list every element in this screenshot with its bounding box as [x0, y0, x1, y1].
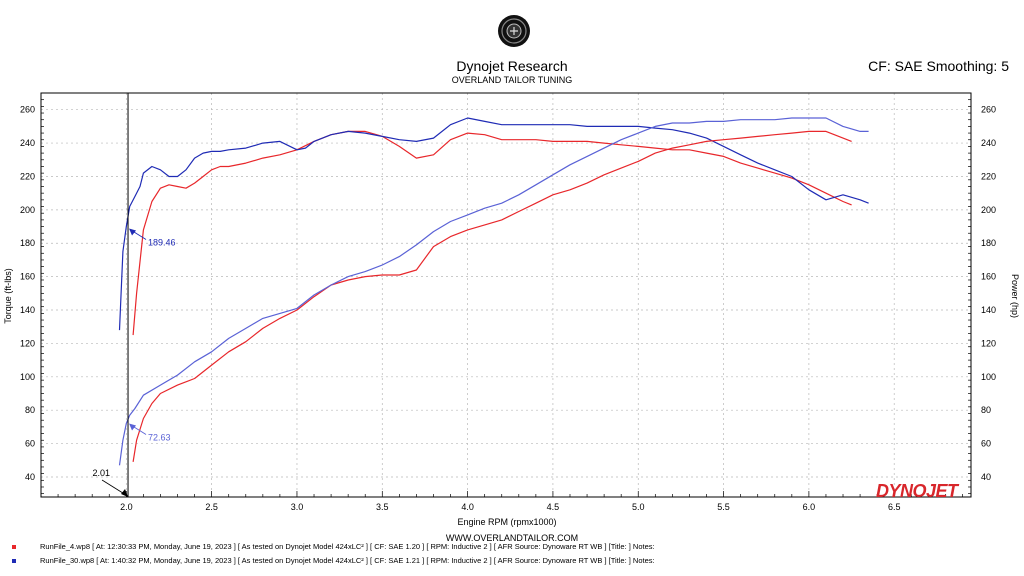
y-left-tick-label: 180 [20, 238, 35, 248]
y-left-tick-label: 100 [20, 372, 35, 382]
y-right-tick-label: 240 [981, 138, 996, 148]
website-label: WWW.OVERLANDTAILOR.COM [445, 533, 579, 543]
y-left-tick-label: 140 [20, 305, 35, 315]
x-tick-label: 4.5 [547, 502, 560, 512]
chart-subtitle: OVERLAND TAILOR TUNING [451, 75, 573, 85]
series-line-1 [118, 117, 869, 331]
y-axis-left-label: Torque (ft-lbs) [3, 268, 13, 324]
y-right-tick-label: 260 [981, 105, 996, 115]
y-right-tick-label: 120 [981, 338, 996, 348]
run-color-swatch [12, 545, 16, 550]
x-tick-label: 2.0 [120, 502, 133, 512]
x-axis-label: Engine RPM (rpmx1000) [457, 517, 556, 527]
y-left-tick-label: 240 [20, 138, 35, 148]
y-axis-right-label: Power (hp) [1010, 274, 1020, 318]
y-right-tick-label: 80 [981, 405, 991, 415]
x-tick-label: 5.5 [717, 502, 730, 512]
series-line-3 [118, 117, 869, 466]
run-info-text: RunFile_4.wp8 [ At: 12:30:33 PM, Monday,… [40, 542, 655, 551]
cursor-value-arrowhead [129, 423, 137, 431]
cursor-value-label: 189.46 [148, 237, 176, 247]
plot-frame [40, 92, 972, 498]
run-info-text: RunFile_30.wp8 [ At: 1:40:32 PM, Monday,… [40, 556, 655, 565]
x-tick-label: 6.0 [803, 502, 816, 512]
axis-ticks: 2.0 2.5 3.0 3.5 4.0 4.5 5.0 5.5 6.0 6.5 40 40 60 60 80… [20, 99, 996, 512]
chart-title: Dynojet Research [456, 58, 568, 74]
cursor-rpm-arrowhead [121, 489, 129, 497]
y-left-tick-label: 80 [25, 405, 35, 415]
x-tick-label: 6.5 [888, 502, 901, 512]
y-left-tick-label: 220 [20, 171, 35, 181]
x-tick-label: 3.0 [291, 502, 304, 512]
y-right-tick-label: 180 [981, 238, 996, 248]
y-left-tick-label: 260 [20, 105, 35, 115]
run-legend-2: RunFile_30.wp8 [ At: 1:40:32 PM, Monday,… [12, 556, 655, 565]
y-right-tick-label: 220 [981, 171, 996, 181]
cursor-overlay: 2.01 189.46 72.63 [92, 93, 176, 497]
y-left-tick-label: 40 [25, 472, 35, 482]
y-left-tick-label: 200 [20, 205, 35, 215]
cursor-rpm-pointer [101, 479, 127, 496]
chart-grid [40, 92, 972, 498]
y-right-tick-label: 100 [981, 372, 996, 382]
dynojet-brand-logo: DYNOJET [876, 481, 958, 501]
run-legend-1: RunFile_4.wp8 [ At: 12:30:33 PM, Monday,… [12, 542, 655, 551]
series-line-2 [132, 130, 852, 462]
cursor-value-arrowhead [129, 228, 137, 236]
y-left-tick-label: 120 [20, 338, 35, 348]
y-left-tick-label: 60 [25, 439, 35, 449]
x-tick-label: 4.0 [461, 502, 474, 512]
cursor-rpm-label: 2.01 [92, 468, 110, 478]
y-right-tick-label: 40 [981, 472, 991, 482]
x-tick-label: 5.0 [632, 502, 645, 512]
cf-smoothing-label: CF: SAE Smoothing: 5 [868, 58, 1009, 74]
dynojet-logo [497, 14, 531, 48]
run-color-swatch [12, 559, 16, 564]
y-right-tick-label: 200 [981, 205, 996, 215]
series-line-0 [132, 130, 852, 336]
y-right-tick-label: 160 [981, 272, 996, 282]
y-right-tick-label: 60 [981, 439, 991, 449]
y-left-tick-label: 160 [20, 272, 35, 282]
cursor-value-label: 72.63 [148, 432, 171, 442]
data-series [118, 117, 869, 466]
y-right-tick-label: 140 [981, 305, 996, 315]
x-tick-label: 3.5 [376, 502, 389, 512]
x-tick-label: 2.5 [205, 502, 218, 512]
